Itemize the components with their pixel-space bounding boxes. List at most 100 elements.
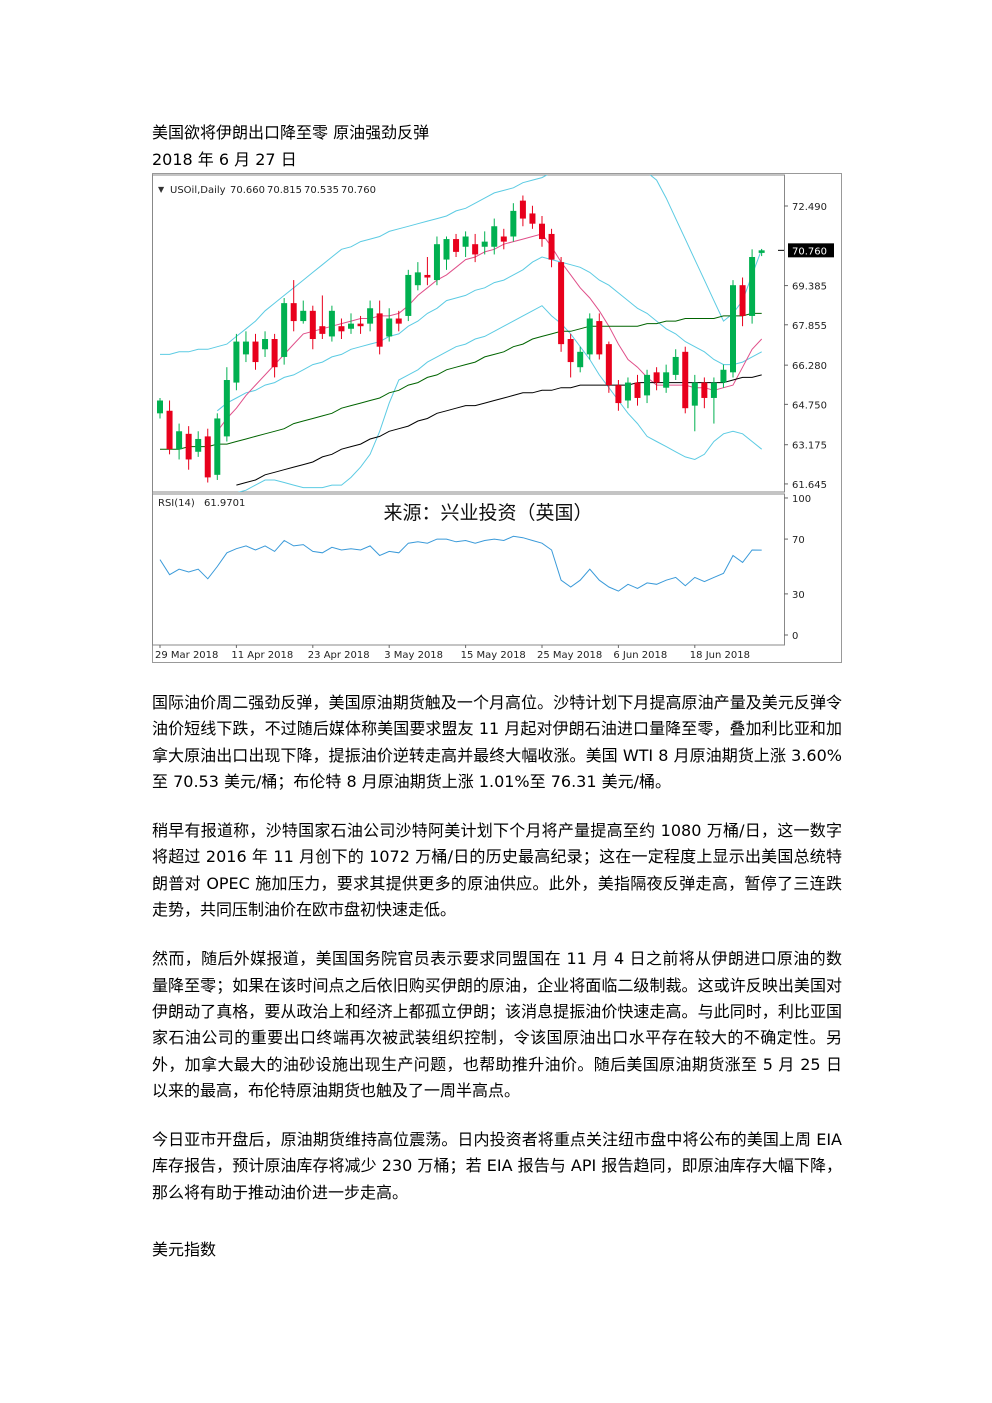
y-tick-label: 64.750 bbox=[792, 400, 827, 411]
candle-body bbox=[615, 385, 622, 404]
x-tick-label: 11 Apr 2018 bbox=[231, 650, 293, 661]
chart-container: 72.490 69.385 67.855 66.280 64.750 63.175 61.6… bbox=[152, 173, 842, 663]
candle-body bbox=[281, 303, 288, 357]
y-tick-label: 67.855 bbox=[792, 321, 827, 332]
candle-body bbox=[214, 418, 221, 475]
candle-body bbox=[309, 310, 316, 340]
x-tick-label: 23 Apr 2018 bbox=[308, 650, 370, 661]
x-tick-label: 3 May 2018 bbox=[384, 650, 443, 661]
candle-body bbox=[624, 382, 631, 401]
candle-body bbox=[319, 326, 326, 334]
candle-body bbox=[357, 323, 364, 327]
candle-body bbox=[577, 351, 584, 368]
indicator-line bbox=[160, 312, 762, 450]
candle-body bbox=[424, 274, 431, 278]
candle-body bbox=[586, 318, 593, 355]
candle-body bbox=[290, 303, 297, 322]
section-heading: 美元指数 bbox=[152, 1240, 217, 1259]
candle-body bbox=[758, 250, 765, 253]
legend-marker: ▼ bbox=[158, 185, 165, 194]
price-panel bbox=[152, 174, 785, 493]
indicator-line bbox=[216, 256, 762, 412]
candle-body bbox=[376, 313, 383, 347]
indicator-line bbox=[160, 175, 763, 355]
candle-body bbox=[462, 236, 469, 247]
candle-body bbox=[348, 323, 354, 329]
candle-body bbox=[223, 380, 230, 437]
ohlc-value: 70.760 bbox=[341, 185, 376, 196]
candle-body bbox=[720, 369, 727, 383]
candle-body bbox=[653, 372, 660, 383]
ohlc-value: 70.815 bbox=[267, 185, 302, 196]
paragraph: 然而，随后外媒报道，美国国务院官员表示要求同盟国在 11 月 4 日之前将从伊朗… bbox=[152, 949, 842, 1100]
candle-body bbox=[328, 310, 335, 337]
price-plot bbox=[157, 175, 765, 492]
candle-body bbox=[185, 433, 192, 460]
candle-body bbox=[739, 285, 746, 316]
chart: 72.490 69.385 67.855 66.280 64.750 63.175 61.6… bbox=[152, 173, 842, 663]
rsi-panel bbox=[152, 493, 785, 646]
rsi-label: RSI(14) bbox=[158, 498, 195, 509]
candle-body bbox=[271, 339, 278, 368]
title: 美国欲将伊朗出口降至零 原油强劲反弹 bbox=[152, 123, 430, 142]
candle-body bbox=[500, 236, 507, 242]
candle-body bbox=[596, 321, 603, 355]
y-tick-label: 72.490 bbox=[792, 202, 827, 213]
y-tick-label: 61.645 bbox=[792, 480, 827, 491]
candle-body bbox=[233, 341, 240, 383]
candle-body bbox=[195, 438, 202, 452]
candle-body bbox=[386, 318, 393, 337]
candle-body bbox=[634, 382, 641, 398]
candle-body bbox=[262, 339, 269, 350]
symbol: USOil,Daily bbox=[170, 185, 226, 196]
indicator-line bbox=[237, 305, 763, 492]
last-price-box bbox=[788, 243, 834, 258]
paragraph: 稍早有报道称，沙特国家石油公司沙特阿美计划下个月将产量提高至约 1080 万桶/… bbox=[152, 821, 842, 920]
x-tick-label: 29 Mar 2018 bbox=[155, 650, 218, 661]
rsi-tick-label: 0 bbox=[792, 631, 798, 642]
candle-body bbox=[567, 339, 574, 363]
candle-body bbox=[176, 431, 183, 450]
ohlc-value: 70.660 bbox=[230, 185, 265, 196]
chart-frame bbox=[152, 173, 842, 663]
y-tick-label: 69.385 bbox=[792, 282, 827, 293]
candle-body bbox=[558, 262, 565, 345]
candle-body bbox=[691, 382, 698, 406]
x-tick-label: 15 May 2018 bbox=[461, 650, 526, 661]
paragraph: 国际油价周二强劲反弹，美国原油期货触及一个月高位。沙特计划下月提高原油产量及美元… bbox=[152, 693, 842, 791]
candle-body bbox=[539, 223, 545, 240]
candle-body bbox=[672, 356, 679, 375]
candle-body bbox=[242, 341, 249, 355]
indicator-line bbox=[236, 374, 762, 486]
candle-body bbox=[338, 326, 345, 332]
y-tick-label: 66.280 bbox=[792, 361, 827, 372]
candle-body bbox=[519, 200, 526, 219]
watermark: 来源：兴业投资（英国） bbox=[383, 502, 592, 524]
candle-body bbox=[644, 374, 651, 396]
y-tick-label: 63.175 bbox=[792, 441, 827, 452]
rsi-value: 61.9701 bbox=[204, 498, 245, 509]
candle-body bbox=[166, 410, 173, 450]
candle-body bbox=[472, 244, 479, 255]
date: 2018 年 6 月 27 日 bbox=[152, 150, 297, 169]
article-body: 国际油价周二强劲反弹，美国原油期货触及一个月高位。沙特计划下月提高原油产量及美元… bbox=[152, 690, 842, 1229]
candle-body bbox=[510, 210, 517, 237]
x-tick-label: 6 Jun 2018 bbox=[613, 650, 667, 661]
rsi-tick-label: 100 bbox=[792, 494, 811, 505]
candle-body bbox=[405, 274, 412, 316]
candle-body bbox=[730, 285, 736, 373]
candle-body bbox=[157, 400, 163, 414]
candle-body bbox=[481, 241, 488, 247]
rsi-tick-label: 70 bbox=[792, 535, 805, 546]
candle-body bbox=[682, 351, 689, 409]
indicator-line bbox=[216, 233, 763, 432]
rsi-line bbox=[159, 535, 762, 592]
candle-body bbox=[252, 341, 259, 363]
candle-body bbox=[453, 239, 460, 252]
candle-body bbox=[414, 272, 421, 286]
candle-body bbox=[548, 233, 555, 260]
candle-body bbox=[300, 310, 307, 322]
last-price-label: 70.760 bbox=[792, 246, 827, 257]
candle-body bbox=[367, 308, 374, 324]
